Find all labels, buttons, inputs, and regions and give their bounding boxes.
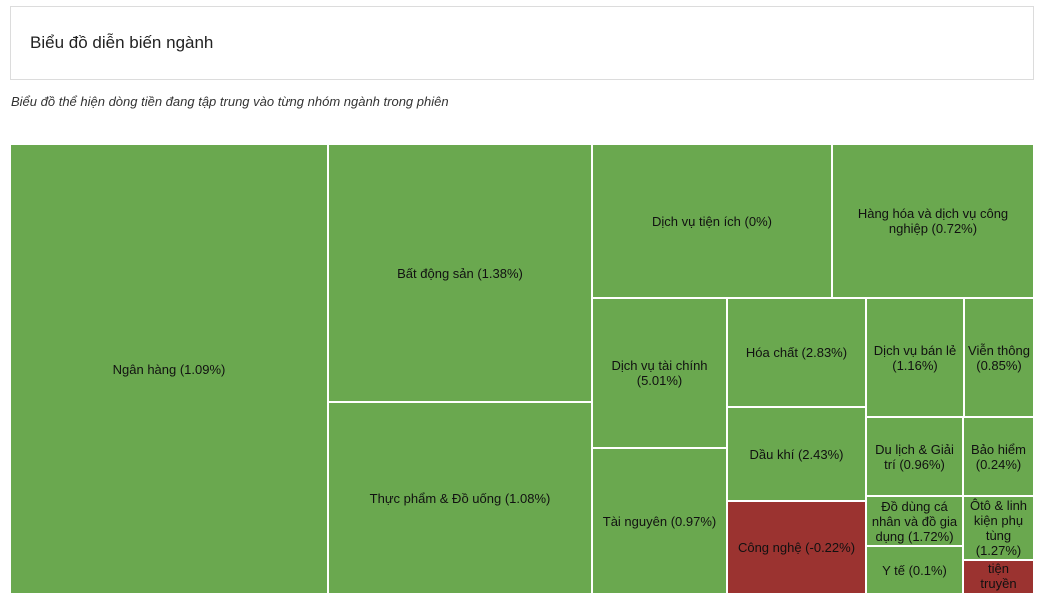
treemap-tile-label: Dầu khí (2.43%) xyxy=(749,446,844,462)
treemap-tile-label: Hàng hóa và dịch vụ công nghiệp (0.72%) xyxy=(857,206,1009,236)
treemap-tile[interactable]: Dầu khí (2.43%) xyxy=(727,407,866,501)
treemap-tile[interactable]: Dịch vụ bán lẻ (1.16%) xyxy=(866,298,964,417)
treemap-tile[interactable]: Ôtô & linh kiện phụ tùng (1.27%) xyxy=(963,496,1034,560)
treemap-tile-label: Ôtô & linh kiện phụ tùng (1.27%) xyxy=(969,498,1028,558)
treemap-tile[interactable]: Dịch vụ tài chính (5.01%) xyxy=(592,298,727,448)
treemap-tile[interactable]: Tài nguyên (0.97%) xyxy=(592,448,727,594)
treemap-tile[interactable]: Bảo hiểm (0.24%) xyxy=(963,417,1034,496)
treemap-tile-label: Viễn thông (0.85%) xyxy=(968,342,1030,373)
treemap-tile-label: Bất động sản (1.38%) xyxy=(397,265,523,281)
treemap-tile[interactable]: Du lịch & Giải trí (0.96%) xyxy=(866,417,963,496)
chart-header-title: Biểu đồ diễn biến ngành xyxy=(30,33,214,52)
treemap-tile-label: Bảo hiểm (0.24%) xyxy=(971,441,1026,472)
treemap-tile-label: Hóa chất (2.83%) xyxy=(745,345,848,360)
treemap-tile-label: Thực phẩm & Đồ uống (1.08%) xyxy=(369,490,551,506)
treemap-tile[interactable]: Thực phẩm & Đồ uống (1.08%) xyxy=(328,402,592,594)
treemap-tile[interactable]: Hóa chất (2.83%) xyxy=(727,298,866,407)
treemap-tile-label: Y tế (0.1%) xyxy=(882,562,947,578)
chart-subtitle: Biểu đồ thể hiện dòng tiền đang tập trun… xyxy=(11,94,449,109)
treemap-tile-label: Đồ dùng cá nhân và đồ gia dụng (1.72%) xyxy=(871,498,958,544)
sector-treemap: Ngân hàng (1.09%) Bất động sản (1.38%) Thự… xyxy=(10,144,1034,594)
treemap-tile[interactable]: Dịch vụ tiện ích (0%) xyxy=(592,144,832,298)
treemap-tile-label: Tài nguyên (0.97%) xyxy=(602,513,717,529)
treemap-tile[interactable]: Bất động sản (1.38%) xyxy=(328,144,592,402)
treemap-tile[interactable]: Hàng hóa và dịch vụ công nghiệp (0.72%) xyxy=(832,144,1034,298)
treemap-tile[interactable]: Y tế (0.1%) xyxy=(866,546,963,594)
treemap-tile[interactable]: Công nghệ (-0.22%) xyxy=(727,501,866,594)
treemap-tile-label: Dịch vụ tiện ích (0%) xyxy=(652,213,772,229)
treemap-tile[interactable]: Viễn thông (0.85%) xyxy=(964,298,1034,417)
treemap-tile[interactable]: Ngân hàng (1.09%) xyxy=(10,144,328,594)
treemap-tile[interactable]: tiện truyền thông xyxy=(963,560,1034,594)
treemap-tile-label: Du lịch & Giải trí (0.96%) xyxy=(875,441,954,472)
chart-header-box: Biểu đồ diễn biến ngành xyxy=(10,6,1034,80)
treemap-tile[interactable]: Đồ dùng cá nhân và đồ gia dụng (1.72%) xyxy=(866,496,963,546)
treemap-tile-label: Ngân hàng (1.09%) xyxy=(112,361,226,377)
treemap-tile-label: Công nghệ (-0.22%) xyxy=(737,540,856,555)
treemap-tile-label: Dịch vụ tài chính (5.01%) xyxy=(611,358,708,388)
treemap-tile-label: tiện truyền thông xyxy=(980,561,1017,593)
treemap-tile-label: Dịch vụ bán lẻ (1.16%) xyxy=(873,342,957,373)
